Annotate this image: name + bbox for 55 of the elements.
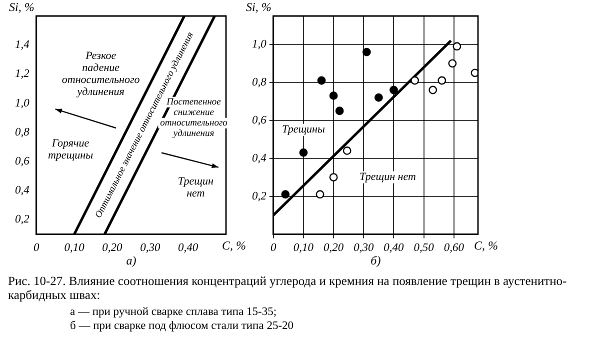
y-tick-label: 1,4 xyxy=(15,39,30,52)
y-tick-label: 1,2 xyxy=(15,68,30,80)
y-tick-label: 0,6 xyxy=(252,114,267,126)
point xyxy=(374,93,383,102)
annotation: Трещин нет xyxy=(360,171,416,184)
y-tick-label: 0,8 xyxy=(15,126,30,138)
annotation: Горячие трещины xyxy=(48,138,94,162)
point xyxy=(299,148,308,157)
text: а) xyxy=(126,253,136,268)
y-tick-label: 0,2 xyxy=(252,190,267,202)
point xyxy=(410,76,420,85)
y-axis-title: Si, % xyxy=(9,0,34,14)
point xyxy=(390,86,398,94)
annotation: Трещин нет xyxy=(178,176,214,200)
text: Рис. 10-27. Влияние соотношения концентраций углерода и кремния на появление трещин в аустенитно-карбидных швах: xyxy=(8,274,568,302)
x-tick-label: 0,60 xyxy=(444,242,464,254)
point xyxy=(335,106,344,116)
point xyxy=(329,91,338,100)
x-tick-label: 0 xyxy=(34,242,40,254)
x-tick-label: 0,40 xyxy=(384,242,404,254)
y-tick-label: 1,0 xyxy=(252,38,267,50)
y-tick-label: 0,4 xyxy=(252,152,267,164)
y-tick-label: 0,4 xyxy=(15,184,30,197)
point xyxy=(470,68,478,78)
annotation: Трещины xyxy=(282,124,326,136)
x-tick-label: 0,20 xyxy=(323,242,344,254)
text: а — при ручной сварке сплава типа 15-35; xyxy=(69,305,278,319)
x-axis-title: C, % xyxy=(474,238,498,252)
x-tick-label: 0 xyxy=(270,242,276,254)
x-tick-label: 0,30 xyxy=(354,242,374,254)
point xyxy=(448,59,457,68)
point xyxy=(317,76,326,85)
point xyxy=(342,146,352,155)
x-tick-label: 0,10 xyxy=(293,242,314,254)
point xyxy=(428,86,438,94)
point xyxy=(316,190,324,199)
x-tick-label: 0,40 xyxy=(178,242,198,254)
text: б) xyxy=(370,253,381,268)
point xyxy=(452,42,462,51)
point xyxy=(329,173,338,182)
annotation: Резкое падение относительного удлинения xyxy=(62,50,140,98)
point xyxy=(281,190,290,199)
y-tick-label: 1,0 xyxy=(15,97,30,110)
text: б — при сварке под флюсом стали типа 25-20 xyxy=(69,319,295,333)
x-tick-label: 0,10 xyxy=(64,242,85,254)
point xyxy=(362,48,371,56)
y-tick-label: 0,8 xyxy=(252,76,267,88)
x-axis-title: C, % xyxy=(222,238,246,252)
y-axis-title: Si, % xyxy=(246,0,272,14)
x-tick-label: 0,30 xyxy=(140,242,160,254)
x-tick-label: 0,50 xyxy=(414,242,434,254)
y-tick-label: 0,6 xyxy=(15,155,30,168)
y-tick-label: 0,2 xyxy=(15,214,30,226)
x-tick-label: 0,20 xyxy=(102,242,123,254)
point xyxy=(438,76,446,85)
